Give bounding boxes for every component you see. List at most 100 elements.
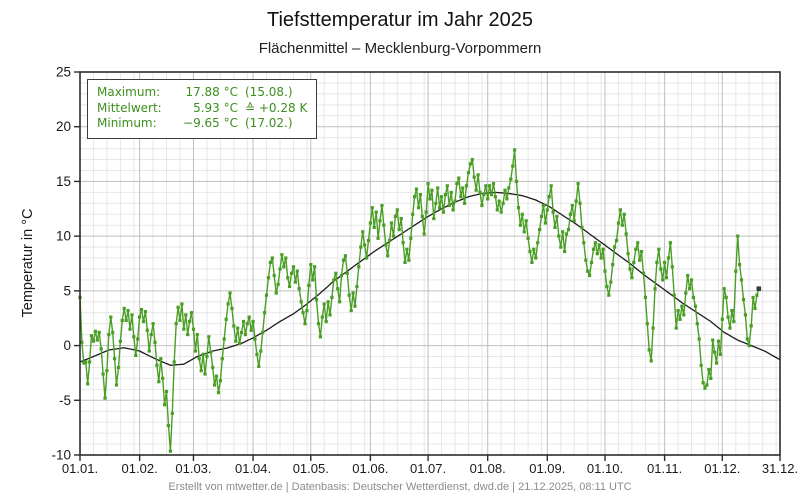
data-point-marker	[161, 376, 165, 380]
data-point-marker	[713, 350, 717, 354]
data-point-marker	[388, 238, 392, 243]
chart-title: Tiefsttemperatur im Jahr 2025	[266, 9, 534, 31]
data-point-marker	[495, 208, 499, 212]
data-point-marker	[532, 247, 536, 251]
data-point-marker	[720, 317, 724, 321]
data-point-marker	[414, 187, 419, 191]
data-point-marker	[684, 291, 688, 295]
data-point-marker	[486, 197, 490, 201]
data-point-marker	[278, 267, 282, 271]
data-point-marker	[745, 337, 749, 341]
series-daily-min-line	[79, 149, 760, 452]
data-point-marker	[559, 245, 563, 249]
data-point-marker	[209, 350, 213, 354]
data-point-marker	[341, 258, 346, 262]
data-point-marker	[191, 327, 196, 331]
x-tick-label: 01.09.	[529, 461, 565, 476]
data-point-marker	[511, 164, 515, 168]
data-point-marker	[751, 295, 755, 299]
data-point-marker	[176, 305, 180, 309]
data-point-marker	[497, 199, 501, 203]
data-point-marker	[338, 300, 342, 304]
data-point-marker	[153, 340, 157, 344]
data-point-marker	[659, 267, 663, 271]
data-point-marker	[368, 221, 372, 225]
data-point-marker	[749, 324, 753, 328]
data-point-marker	[309, 263, 313, 267]
data-point-marker	[116, 365, 121, 370]
legend-label-mean: Mittelwert:	[97, 100, 162, 115]
data-point-marker	[145, 328, 149, 332]
grid-minor	[80, 72, 780, 455]
data-point-marker	[168, 449, 172, 453]
data-point-marker	[457, 176, 461, 180]
data-point-marker	[661, 278, 665, 282]
data-point-marker	[174, 322, 178, 326]
data-point-marker	[601, 247, 605, 251]
x-tick-label: 01.08.	[470, 461, 506, 476]
data-point-marker	[80, 340, 84, 344]
data-point-marker	[447, 203, 451, 208]
x-tick-label: 01.01.	[62, 461, 98, 476]
latest-value-marker	[756, 286, 762, 291]
data-point-marker	[707, 368, 711, 372]
data-point-marker	[522, 230, 526, 234]
data-point-marker	[313, 265, 317, 269]
data-point-marker	[616, 221, 621, 225]
data-point-marker	[243, 333, 247, 337]
y-tick-label: -5	[59, 393, 71, 408]
data-point-marker	[366, 238, 371, 243]
data-point-marker	[197, 357, 201, 361]
data-point-marker	[551, 210, 555, 214]
legend-value-minimum: −9.65 °C	[183, 116, 238, 130]
data-point-marker	[547, 195, 551, 199]
data-point-marker	[672, 293, 676, 297]
data-point-marker	[539, 214, 544, 218]
data-point-marker	[251, 319, 255, 324]
x-tick-label: 01.05.	[293, 461, 329, 476]
data-point-marker	[430, 188, 434, 192]
data-point-marker	[439, 195, 444, 199]
legend-row-mean: Mittelwert: 5.93 °C ≙ +0.28 K	[97, 101, 307, 117]
x-tick-label: 01.12.	[704, 461, 740, 476]
data-point-marker	[295, 269, 299, 273]
data-point-marker	[468, 162, 472, 166]
data-point-marker	[505, 197, 509, 201]
data-point-marker	[563, 249, 567, 254]
data-point-marker	[130, 313, 134, 317]
data-point-marker	[518, 223, 522, 227]
data-point-marker	[680, 304, 684, 308]
data-point-marker	[299, 300, 303, 304]
data-point-marker	[609, 280, 613, 284]
data-point-marker	[201, 352, 205, 356]
data-point-marker	[86, 382, 90, 386]
data-point-marker	[132, 335, 136, 339]
data-point-marker	[389, 221, 394, 225]
attribution-footer: Erstellt von mtwetter.de | Datenbasis: D…	[168, 481, 632, 493]
data-point-marker	[507, 186, 511, 190]
data-point-marker	[407, 258, 411, 262]
x-tick-label: 01.07.	[410, 461, 446, 476]
data-point-marker	[653, 287, 657, 291]
data-point-marker	[688, 287, 692, 291]
data-point-marker	[689, 278, 694, 282]
data-point-marker	[509, 177, 513, 181]
data-point-marker	[232, 324, 236, 328]
data-point-marker	[526, 236, 530, 240]
data-point-marker	[184, 313, 188, 317]
data-point-marker	[105, 369, 109, 373]
data-point-marker	[743, 313, 747, 317]
data-point-marker	[214, 374, 219, 378]
data-point-marker	[249, 328, 253, 332]
data-point-marker	[693, 304, 697, 308]
data-point-marker	[441, 210, 446, 214]
data-point-marker	[266, 276, 271, 280]
data-point-marker	[411, 212, 415, 216]
data-point-marker	[245, 322, 249, 326]
data-point-marker	[391, 234, 396, 238]
data-point-marker	[351, 291, 355, 295]
data-point-marker	[513, 148, 517, 152]
data-point-marker	[593, 241, 597, 245]
data-point-marker	[714, 361, 719, 365]
data-point-marker	[628, 267, 632, 271]
